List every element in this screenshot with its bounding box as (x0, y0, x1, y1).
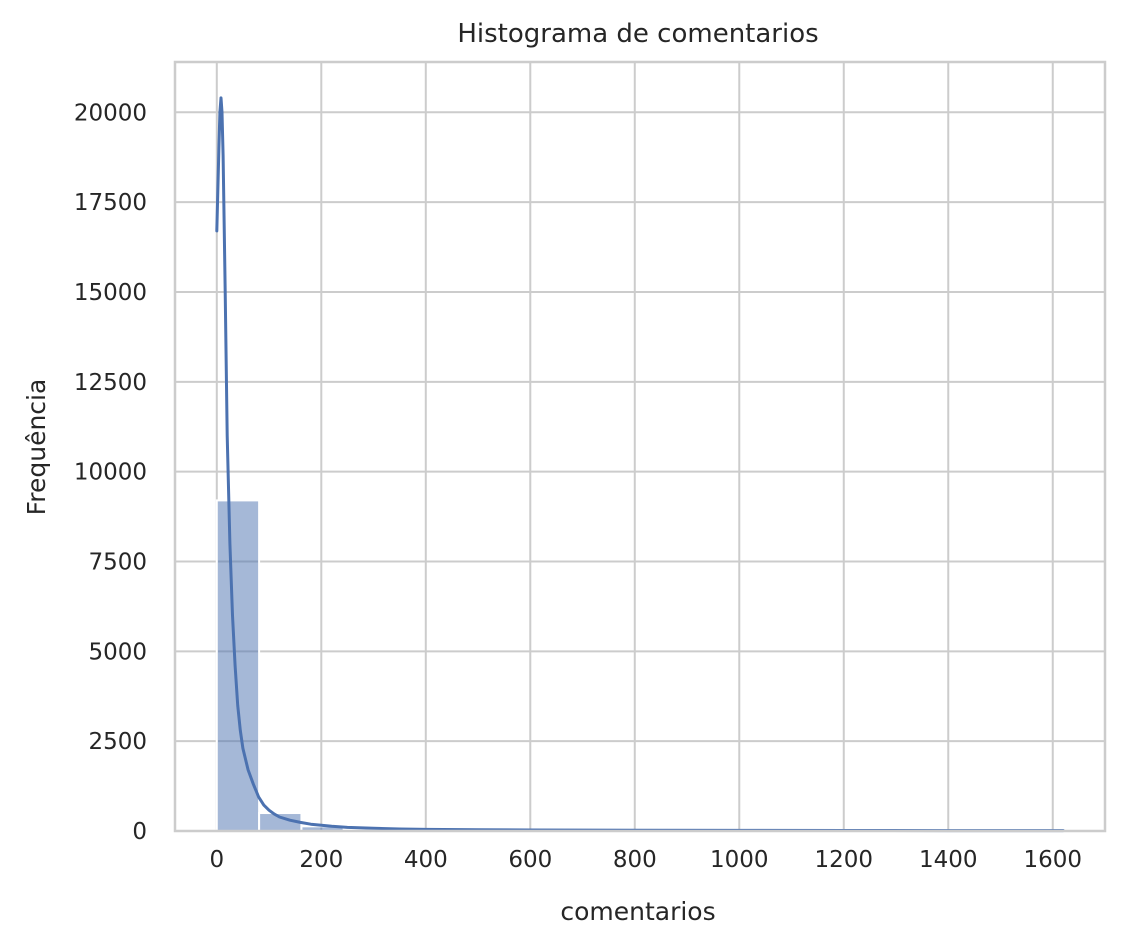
x-tick-labels: 0 200 400 600 800 1000 1200 1400 1600 (209, 847, 1082, 873)
x-tick-label: 400 (404, 847, 448, 873)
x-tick-label: 1200 (814, 847, 873, 873)
y-tick-label: 2500 (88, 729, 147, 755)
x-tick-label: 0 (209, 847, 224, 873)
y-tick-label: 20000 (74, 100, 147, 126)
x-tick-label: 600 (508, 847, 552, 873)
x-tick-label: 1600 (1023, 847, 1082, 873)
plot-frame (173, 60, 1107, 833)
histogram-bars (215, 499, 1065, 833)
y-tick-label: 5000 (88, 639, 147, 665)
y-tick-label: 0 (132, 819, 147, 845)
y-tick-label: 17500 (74, 190, 147, 216)
y-tick-label: 12500 (74, 370, 147, 396)
x-tick-label: 1000 (710, 847, 769, 873)
y-tick-label: 15000 (74, 280, 147, 306)
y-tick-labels: 0 2500 5000 7500 10000 12500 15000 17500 20000 (74, 100, 147, 845)
y-axis-label: Frequência (22, 379, 51, 516)
y-tick-label: 7500 (88, 549, 147, 575)
x-tick-label: 1400 (919, 847, 978, 873)
y-tick-label: 10000 (74, 460, 147, 486)
histogram-bar (215, 499, 261, 832)
chart-title: Histograma de comentarios (457, 19, 818, 49)
grid-layer (175, 62, 1105, 832)
x-tick-label: 800 (613, 847, 657, 873)
x-tick-label: 200 (299, 847, 343, 873)
x-axis-label: comentarios (560, 897, 715, 926)
kde-line (215, 96, 1065, 833)
kde-layer (215, 96, 1065, 833)
